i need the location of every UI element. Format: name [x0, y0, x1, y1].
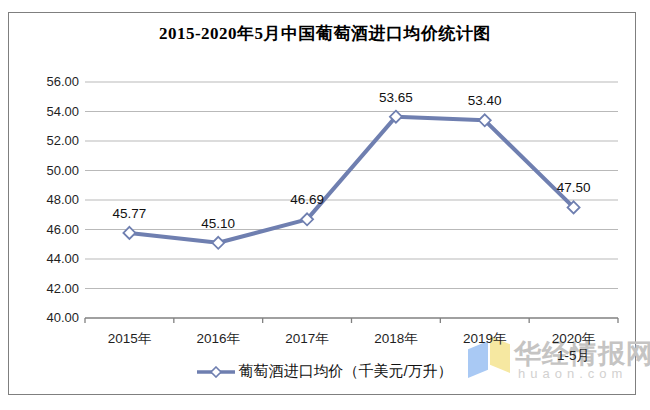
- x-axis-label: 2018年: [356, 330, 436, 348]
- data-point-marker: [212, 237, 224, 249]
- chart-title: 2015-2020年5月中国葡萄酒进口均价统计图: [0, 22, 650, 45]
- y-axis-label: 52.00: [29, 133, 79, 148]
- data-point-label: 45.77: [94, 206, 164, 221]
- data-point-label: 46.69: [272, 192, 342, 207]
- data-point-label: 47.50: [539, 180, 609, 195]
- x-axis-label: 2017年: [267, 330, 347, 348]
- y-axis-label: 50.00: [29, 163, 79, 178]
- y-axis-label: 42.00: [29, 281, 79, 296]
- x-axis-label: 2016年: [178, 330, 258, 348]
- x-axis-label: 2020年: [534, 330, 614, 348]
- y-axis-label: 54.00: [29, 104, 79, 119]
- data-point-label: 53.65: [361, 90, 431, 105]
- y-axis-label: 40.00: [29, 310, 79, 325]
- legend-label: 葡萄酒进口均价（千美元/万升）: [238, 362, 452, 381]
- y-axis-label: 44.00: [29, 251, 79, 266]
- x-axis-label: 2019年: [445, 330, 525, 348]
- chart-image: 2015-2020年5月中国葡萄酒进口均价统计图 40.00 42.00 44.00…: [0, 0, 650, 410]
- y-axis-label: 46.00: [29, 222, 79, 237]
- data-point-marker: [123, 227, 135, 239]
- x-axis-label: 2015年: [89, 330, 169, 348]
- y-axis-label: 56.00: [29, 74, 79, 89]
- legend: 葡萄酒进口均价（千美元/万升）: [0, 362, 650, 381]
- legend-line-marker-icon: [197, 366, 235, 378]
- data-point-label: 45.10: [183, 216, 253, 231]
- data-point-label: 53.40: [450, 93, 520, 108]
- y-axis-label: 48.00: [29, 192, 79, 207]
